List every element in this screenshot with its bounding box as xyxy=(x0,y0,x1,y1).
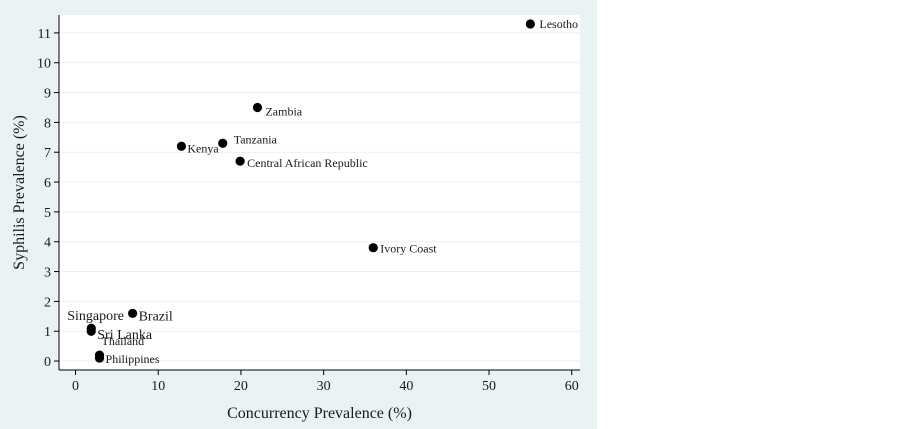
plot-area xyxy=(59,15,580,370)
point-label: Philippines xyxy=(106,352,160,366)
point-label: Central African Republic xyxy=(247,156,368,170)
y-tick-label: 4 xyxy=(44,236,51,251)
axes-layer: 0 10 20 30 40 50 60 0 1 2 3 4 5 6 7 8 9 10 11 xyxy=(37,15,580,394)
x-tick-label: 10 xyxy=(151,379,165,394)
y-tick-label: 2 xyxy=(44,295,51,310)
point-label: Kenya xyxy=(187,141,219,155)
point-label: Zambia xyxy=(265,104,302,118)
point-label: Sri Lanka xyxy=(97,328,153,343)
y-tick-label: 9 xyxy=(44,87,51,102)
data-point xyxy=(525,19,535,29)
y-tick-label: 11 xyxy=(38,27,51,42)
x-tick-label: 60 xyxy=(565,379,579,394)
point-label: Singapore xyxy=(67,309,124,324)
point-label: Lesotho xyxy=(539,17,578,31)
x-tick-label: 30 xyxy=(317,379,331,394)
data-point xyxy=(128,308,138,318)
point-label: Ivory Coast xyxy=(380,242,437,256)
y-tick-label: 5 xyxy=(44,206,51,221)
y-tick-label: 1 xyxy=(44,325,51,340)
y-tick-label: 10 xyxy=(37,57,51,72)
x-tick-label: 0 xyxy=(72,379,79,394)
x-tick-label: 40 xyxy=(399,379,413,394)
y-tick-label: 7 xyxy=(44,146,51,161)
y-tick-label: 6 xyxy=(44,176,51,191)
points-layer: Lesotho Zambia Kenya Tanzania Central Africa… xyxy=(67,17,578,366)
point-label: Tanzania xyxy=(234,132,278,146)
data-point xyxy=(368,243,378,253)
data-point xyxy=(235,156,245,166)
x-axis-title: Concurrency Prevalence (%) xyxy=(227,405,412,422)
data-point xyxy=(176,141,186,151)
y-tick-label: 3 xyxy=(44,266,51,281)
point-label: Thailand xyxy=(102,334,145,348)
point-label: Brazil xyxy=(139,309,173,324)
y-tick-label: 0 xyxy=(44,355,51,370)
data-point xyxy=(86,326,96,336)
x-tick-label: 20 xyxy=(234,379,248,394)
chart-figure: 0 10 20 30 40 50 60 0 1 2 3 4 5 6 7 8 9 10 11 Lesotho Zambi… xyxy=(0,0,597,429)
x-tick-label: 50 xyxy=(482,379,496,394)
data-point xyxy=(218,138,228,148)
data-point xyxy=(94,353,105,363)
data-point xyxy=(252,102,263,113)
scatter-plot: 0 10 20 30 40 50 60 0 1 2 3 4 5 6 7 8 9 10 11 Lesotho Zambi… xyxy=(11,15,580,422)
y-tick-label: 8 xyxy=(44,116,51,131)
grid-layer xyxy=(59,32,580,362)
y-axis-title: Syphilis Prevalence (%) xyxy=(11,115,28,270)
